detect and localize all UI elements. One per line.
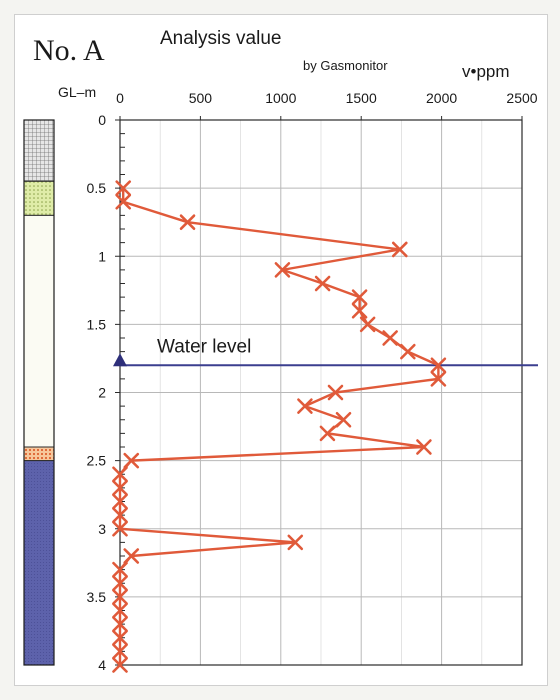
water-level-label: Water level: [157, 336, 251, 357]
grid-lines: [120, 120, 522, 665]
y-axis-label: GL–m: [58, 84, 97, 100]
data-point: [274, 262, 291, 278]
data-point: [115, 193, 132, 210]
data-point: [123, 548, 140, 564]
data-point: [112, 657, 128, 673]
soil-layer-1: [23, 119, 55, 182]
data-point: [112, 493, 128, 510]
axes: 0 0.5 1 1.5 2 2.5 3 3.5 4 0 500 1000 1500 2000 2500: [87, 90, 538, 673]
y-tick-label: 1: [98, 248, 106, 264]
x-axis-unit-label: v•ppm: [462, 62, 510, 81]
x-tick-label: 2500: [506, 90, 537, 106]
data-point: [430, 371, 447, 387]
y-tick-label: 1.5: [87, 316, 107, 332]
chart-subtitle: by Gasmonitor: [303, 58, 388, 73]
data-point: [359, 316, 376, 333]
y-tick-label: 0: [98, 112, 106, 128]
y-tick-label: 3: [98, 521, 106, 537]
data-point: [287, 534, 304, 551]
data-point: [112, 575, 128, 592]
soil-column: [23, 119, 55, 666]
x-tick-label: 500: [189, 90, 213, 106]
x-tick-label: 0: [116, 90, 124, 106]
data-point: [430, 357, 447, 374]
data-point: [400, 343, 416, 360]
data-point: [112, 466, 128, 483]
data-point: [112, 643, 128, 660]
data-point: [112, 507, 128, 523]
soil-layer-5: [23, 460, 55, 666]
data-point: [123, 452, 140, 469]
x-tick-label: 2000: [426, 90, 457, 106]
soil-column-border: [23, 119, 55, 666]
data-point: [382, 330, 398, 346]
data-point: [179, 214, 196, 230]
data-point: [112, 602, 128, 619]
y-tick-label: 4: [98, 657, 106, 673]
data-point: [351, 302, 368, 319]
y-tick-label: 2.5: [87, 453, 107, 469]
water-level-marker: [113, 353, 127, 367]
data-point: [112, 520, 128, 537]
soil-layer-2: [23, 180, 55, 216]
data-point: [314, 275, 331, 292]
data-point: [416, 439, 432, 455]
data-point: [319, 425, 336, 442]
y-tick-label: 0.5: [87, 180, 107, 196]
data-point: [327, 384, 344, 401]
data-point: [112, 589, 128, 605]
data-point: [335, 411, 352, 428]
series-line: [118, 188, 440, 665]
well-label: No. A: [33, 34, 105, 67]
x-tick-label: 1000: [265, 90, 296, 106]
data-point: [112, 616, 128, 632]
data-point: [391, 241, 408, 258]
water-level: Water level: [113, 336, 538, 367]
data-point: [112, 561, 128, 578]
y-tick-label: 2: [98, 385, 106, 401]
soil-layer-4: [23, 446, 55, 462]
y-tick-label: 3.5: [87, 589, 107, 605]
soil-layer-3: [23, 214, 55, 448]
chart-title: Analysis value: [160, 28, 282, 49]
data-point: [351, 289, 368, 305]
data-point: [112, 480, 128, 496]
series-gas: [112, 180, 447, 673]
data-point: [112, 629, 128, 646]
data-point: [297, 398, 313, 414]
x-tick-label: 1500: [346, 90, 377, 106]
data-point: [115, 180, 132, 196]
